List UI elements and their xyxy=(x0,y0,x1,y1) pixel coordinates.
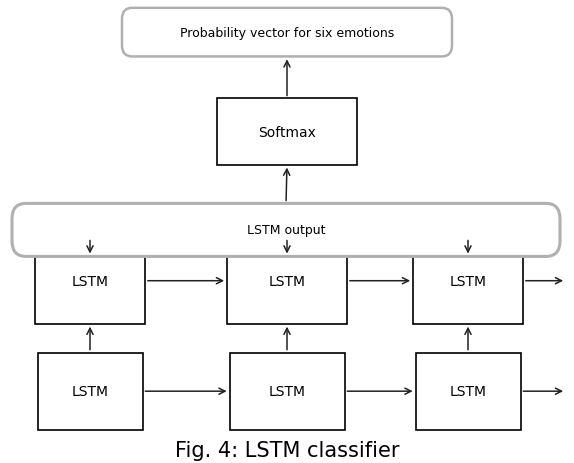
Text: LSTM: LSTM xyxy=(449,274,487,288)
FancyBboxPatch shape xyxy=(217,99,357,165)
Text: LSTM: LSTM xyxy=(269,274,305,288)
FancyBboxPatch shape xyxy=(122,9,452,57)
Text: LSTM output: LSTM output xyxy=(247,224,325,237)
Text: Fig. 4: LSTM classifier: Fig. 4: LSTM classifier xyxy=(174,440,400,460)
FancyBboxPatch shape xyxy=(230,353,344,430)
FancyBboxPatch shape xyxy=(227,238,347,324)
Text: LSTM: LSTM xyxy=(72,274,108,288)
Text: Probability vector for six emotions: Probability vector for six emotions xyxy=(180,26,394,39)
Text: LSTM: LSTM xyxy=(269,384,305,398)
FancyBboxPatch shape xyxy=(37,353,142,430)
Text: LSTM: LSTM xyxy=(449,384,487,398)
FancyBboxPatch shape xyxy=(12,204,560,257)
Text: LSTM: LSTM xyxy=(72,384,108,398)
FancyBboxPatch shape xyxy=(413,238,523,324)
Text: Softmax: Softmax xyxy=(258,125,316,139)
FancyBboxPatch shape xyxy=(35,238,145,324)
FancyBboxPatch shape xyxy=(416,353,521,430)
